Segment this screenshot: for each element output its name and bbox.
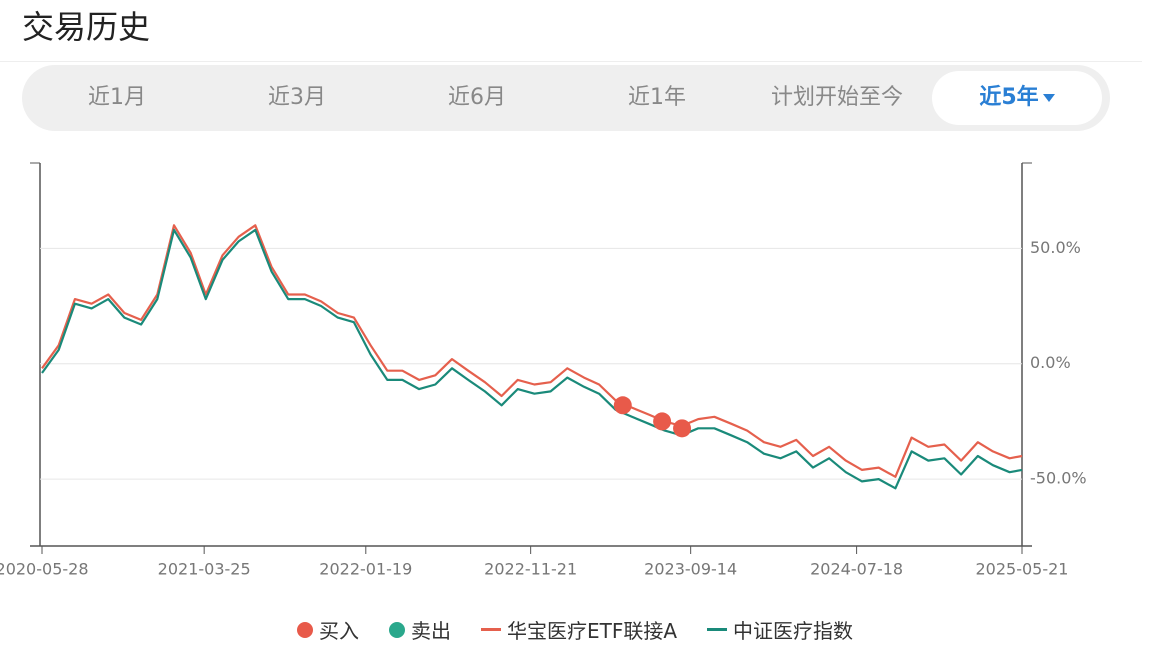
x-tick-label: 2020-05-28 xyxy=(0,560,88,579)
legend-label: 买入 xyxy=(318,619,359,643)
series-line xyxy=(41,224,1023,478)
legend-item[interactable]: 华宝医疗ETF联接A xyxy=(480,615,678,644)
tab-label: 近1年 xyxy=(628,85,686,110)
x-tick-label: 2023-09-14 xyxy=(644,560,737,579)
tab-label: 近5年 xyxy=(979,85,1039,110)
legend-label: 中证医疗指数 xyxy=(733,619,854,643)
y-tick-label: 50.0% xyxy=(1030,238,1081,257)
legend-swatch xyxy=(388,621,405,638)
x-tick-label: 2024-07-18 xyxy=(810,560,903,579)
legend-swatch xyxy=(480,628,501,631)
series-line xyxy=(41,228,1023,490)
tab[interactable]: 计划开始至今 xyxy=(747,71,927,125)
x-tick-label: 2025-05-21 xyxy=(976,560,1069,579)
legend-swatch xyxy=(707,628,728,631)
dropdown-arrow xyxy=(1042,94,1055,102)
legend: 买入 卖出 华宝医疗ETF联接A 中证医疗指数 xyxy=(0,615,1150,644)
tab[interactable]: 近6月 xyxy=(387,71,567,125)
trade-marker xyxy=(673,419,692,438)
legend-label: 卖出 xyxy=(410,619,451,643)
tab[interactable]: 近1月 xyxy=(27,71,207,125)
chart: 50.0% 0.0% -50.0% 2020-05-28 2021-03-25 2022-… xyxy=(0,162,1087,579)
tab[interactable]: 近1年 xyxy=(567,71,747,125)
tab-bar: 近1月 近3月 近6月 近1年 计划开始至今 近5年 xyxy=(22,65,1110,131)
page-title: 交易历史 xyxy=(22,8,151,46)
x-tick-label: 2022-01-19 xyxy=(319,560,412,579)
legend-item[interactable]: 卖出 xyxy=(388,615,451,644)
legend-label: 华宝医疗ETF联接A xyxy=(506,619,678,643)
tab-label: 近6月 xyxy=(448,85,506,110)
x-tick-label: 2021-03-25 xyxy=(158,560,251,579)
tab-label: 计划开始至今 xyxy=(770,85,903,110)
divider xyxy=(0,61,1142,62)
tab-label: 近1月 xyxy=(88,85,146,110)
trade-marker xyxy=(613,396,632,415)
legend-item[interactable]: 中证医疗指数 xyxy=(707,615,853,644)
y-tick-label: -50.0% xyxy=(1030,469,1087,488)
x-tick-label: 2022-11-21 xyxy=(484,560,577,579)
legend-swatch xyxy=(296,621,313,638)
y-tick-label: 0.0% xyxy=(1030,353,1071,372)
trade-marker xyxy=(653,412,672,431)
tab-label: 近3月 xyxy=(268,85,326,110)
tab[interactable]: 近5年 xyxy=(932,71,1102,125)
legend-item[interactable]: 买入 xyxy=(296,615,359,644)
tab[interactable]: 近3月 xyxy=(207,71,387,125)
